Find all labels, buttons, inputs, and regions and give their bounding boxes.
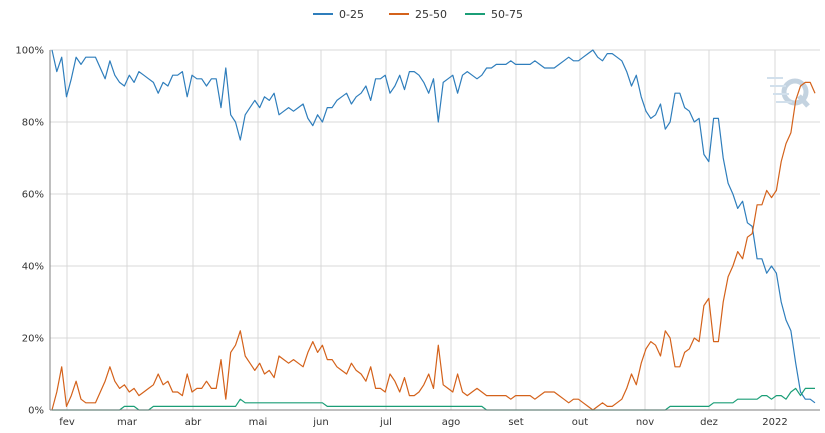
x-tick-label: mar <box>117 417 138 428</box>
y-tick-label: 80% <box>22 118 44 129</box>
y-tick-label: 0% <box>28 406 44 417</box>
quantitative-q-logo-icon <box>767 77 810 108</box>
legend-label[interactable]: 25-50 <box>415 8 447 21</box>
x-tick-label: abr <box>185 417 202 428</box>
gridlines <box>50 49 820 411</box>
y-tick-label: 60% <box>22 190 44 201</box>
axes <box>49 50 820 411</box>
legend-label[interactable]: 50-75 <box>491 8 523 21</box>
x-tick-label: nov <box>636 417 654 428</box>
x-tick-label: jun <box>312 417 328 428</box>
series-line-3 <box>52 387 815 411</box>
x-tick-label: 2022 <box>762 417 787 428</box>
x-tick-label: fev <box>59 417 75 428</box>
tick-labels: 0% 20% 40% 60% 80% 100% fev mar abr mai jun jul ago s… <box>15 46 787 429</box>
x-tick-label: ago <box>442 417 461 428</box>
y-tick-label: 40% <box>22 262 44 273</box>
legend-label[interactable]: 0-25 <box>339 8 364 21</box>
y-tick-label: 20% <box>22 334 44 345</box>
x-tick-label: set <box>508 417 523 428</box>
x-tick-label: out <box>572 417 588 428</box>
x-tick-label: jul <box>379 417 392 428</box>
series-line-1 <box>51 49 816 404</box>
series-lines <box>51 49 816 411</box>
legend[interactable]: 0-25 25-50 50-75 <box>313 8 523 21</box>
x-tick-label: dez <box>700 417 718 428</box>
series-line-2 <box>51 81 816 411</box>
y-tick-label: 100% <box>15 46 44 57</box>
logo-tail <box>797 94 810 108</box>
x-tick-label: mai <box>249 417 268 428</box>
